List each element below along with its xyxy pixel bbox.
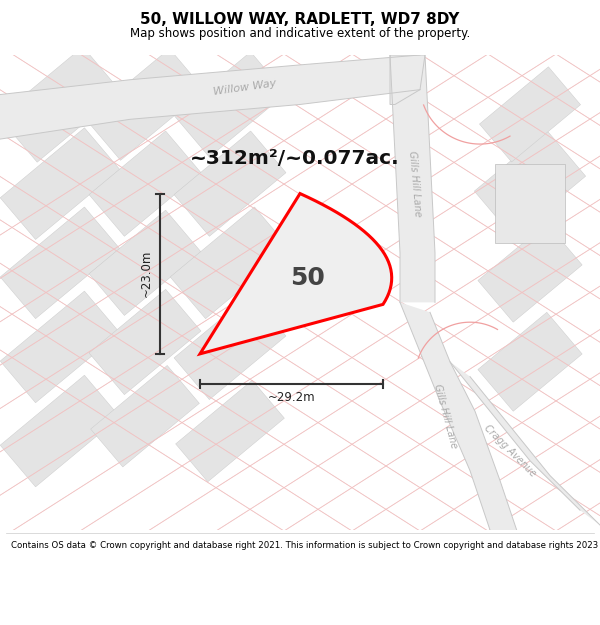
Text: ~23.0m: ~23.0m [139,250,152,298]
Polygon shape [200,194,392,354]
Polygon shape [85,49,205,160]
Text: 50: 50 [290,266,325,289]
Polygon shape [176,380,284,482]
Text: Contains OS data © Crown copyright and database right 2021. This information is : Contains OS data © Crown copyright and d… [11,541,600,551]
Polygon shape [89,289,201,394]
Polygon shape [450,362,600,525]
Polygon shape [174,131,286,236]
Polygon shape [0,55,420,139]
Polygon shape [478,312,582,411]
Polygon shape [0,47,121,162]
Polygon shape [478,223,582,322]
Text: ~312m²/~0.077ac.: ~312m²/~0.077ac. [190,149,400,168]
Text: Cragg Avenue: Cragg Avenue [482,423,538,479]
Polygon shape [475,131,586,237]
Polygon shape [91,366,199,467]
Text: 50, WILLOW WAY, RADLETT, WD7 8DY: 50, WILLOW WAY, RADLETT, WD7 8DY [140,12,460,27]
Polygon shape [174,294,286,399]
Bar [495,164,565,243]
Polygon shape [390,55,425,104]
Polygon shape [400,302,520,540]
Text: Gills Hill Lane: Gills Hill Lane [407,150,423,217]
Polygon shape [174,52,286,157]
Text: Willow Way: Willow Way [213,78,277,97]
Polygon shape [479,67,581,162]
Text: ~29.2m: ~29.2m [268,391,316,404]
Polygon shape [89,131,201,236]
Polygon shape [0,128,120,239]
Polygon shape [170,207,290,319]
Polygon shape [0,291,120,402]
Polygon shape [0,375,120,487]
Text: Gills Hill Lane: Gills Hill Lane [431,383,458,449]
Polygon shape [390,55,435,302]
Text: Map shows position and indicative extent of the property.: Map shows position and indicative extent… [130,27,470,39]
Polygon shape [0,207,120,319]
Polygon shape [89,210,201,316]
